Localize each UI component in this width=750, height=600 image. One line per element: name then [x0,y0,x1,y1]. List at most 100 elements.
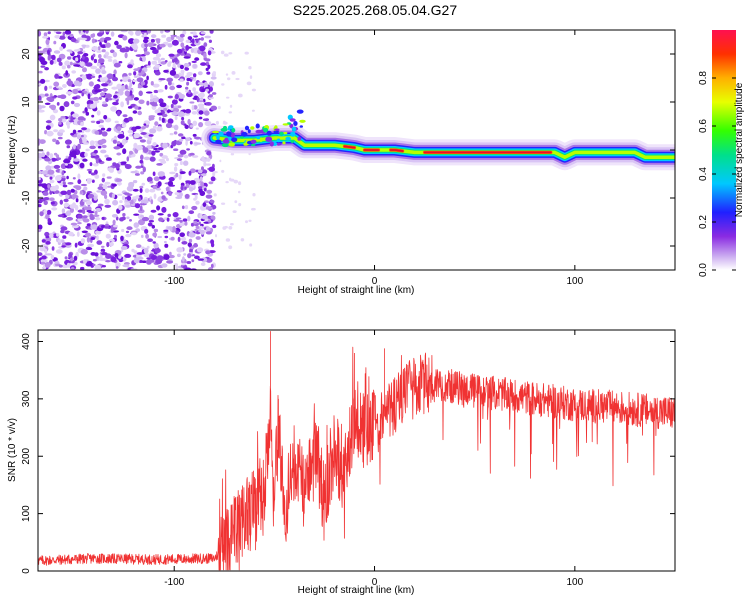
noise-speckle [72,129,77,134]
x-tick-label: -100 [164,276,184,287]
plot-background [38,330,675,571]
colorbar-label: Normalized spectral amplitude [734,82,745,217]
ridge-blob [256,136,261,140]
noise-speckle [86,236,91,243]
noise-speckle [179,78,184,82]
noise-speckle [92,214,100,217]
noise-speckle [82,50,86,54]
noise-speckle [141,70,145,75]
noise-speckle [140,81,146,86]
noise-speckle [90,237,96,240]
noise-speckle [150,255,158,260]
noise-speckle [118,61,123,64]
noise-speckle [70,188,75,193]
noise-speckle [206,189,213,194]
noise-speckle [124,253,132,258]
noise-speckle [141,234,144,238]
noise-speckle [225,73,229,76]
noise-speckle [168,254,175,259]
noise-speckle [154,64,161,68]
noise-speckle [185,86,189,90]
noise-speckle [181,136,186,140]
noise-speckle [156,126,163,132]
noise-speckle [199,82,205,86]
noise-speckle [194,142,202,145]
noise-speckle [116,181,122,186]
noise-speckle [132,79,137,83]
noise-speckle [112,199,119,206]
noise-speckle [101,70,107,75]
noise-speckle [87,193,95,199]
noise-speckle [90,33,95,38]
noise-speckle [176,48,183,54]
noise-speckle [124,84,128,90]
noise-speckle [180,184,184,191]
noise-speckle [183,62,190,68]
y-tick-label: 300 [21,390,32,407]
noise-speckle [111,193,115,199]
colorbar-tick-label: 0.0 [698,263,709,277]
noise-speckle [139,205,143,211]
noise-speckle [41,197,46,202]
noise-speckle [84,107,88,113]
noise-speckle [73,102,81,108]
noise-speckle [226,96,230,99]
noise-speckle [238,181,242,186]
noise-speckle [195,39,199,43]
noise-speckle [191,104,195,111]
noise-speckle [136,252,144,255]
noise-speckle [215,120,219,125]
ridge-blob [230,132,235,138]
noise-speckle [55,249,63,254]
noise-speckle [135,30,141,36]
noise-speckle [67,124,70,129]
ridge-blob [282,123,289,126]
noise-speckle [144,228,149,234]
noise-speckle [205,231,212,235]
noise-speckle [143,38,149,44]
noise-speckle [127,106,133,109]
noise-speckle [98,58,105,64]
noise-speckle [125,136,129,141]
noise-speckle [150,81,154,86]
noise-speckle [116,44,122,49]
noise-speckle [66,262,71,268]
noise-speckle [64,163,68,166]
noise-speckle [102,101,107,105]
noise-speckle [104,36,112,41]
noise-speckle [146,145,152,150]
noise-speckle [43,200,48,206]
noise-speckle [197,258,204,261]
noise-speckle [92,153,97,156]
noise-speckle [169,69,177,76]
noise-speckle [192,31,197,36]
noise-speckle [80,37,88,41]
noise-speckle [191,155,199,158]
noise-speckle [49,114,56,121]
noise-speckle [195,236,201,240]
noise-speckle [121,139,126,146]
noise-speckle [192,120,198,127]
noise-speckle [113,224,118,228]
noise-speckle [64,256,68,260]
noise-speckle [121,161,127,164]
noise-speckle [160,191,164,195]
noise-speckle [68,231,74,237]
noise-speckle [194,255,200,260]
noise-speckle [221,83,225,86]
noise-speckle [161,263,168,268]
noise-speckle [90,120,96,124]
y-tick-label: 0 [21,147,32,153]
noise-speckle [141,216,150,222]
noise-speckle [129,90,133,96]
noise-speckle [164,240,167,244]
noise-speckle [206,240,211,244]
noise-speckle [57,214,65,218]
noise-speckle [55,175,62,182]
noise-speckle [138,209,145,214]
noise-speckle [130,199,134,205]
noise-speckle [163,229,169,232]
noise-speckle [193,136,201,140]
noise-speckle [167,62,172,67]
noise-speckle [187,215,191,222]
